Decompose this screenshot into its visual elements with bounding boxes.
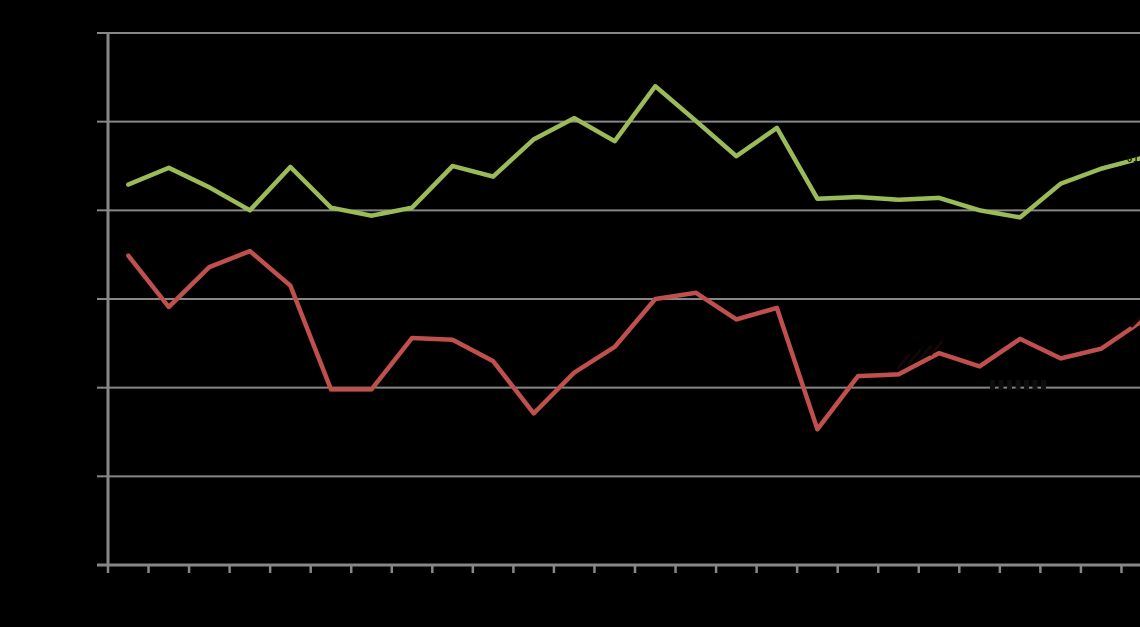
illegible-label-fragment-gridline <box>1015 380 1021 390</box>
series_green-line <box>126 83 1140 220</box>
y-gridlines <box>108 32 1140 478</box>
illegible-label-fragment-red-tip <box>1130 315 1140 328</box>
green-line-end-label: 015 <box>1127 154 1140 165</box>
illegible-label-fragment-gridline <box>998 380 1004 390</box>
x-axis-ticks <box>106 565 1123 573</box>
chart-canvas: 015 <box>40 16 1140 627</box>
illegible-label-fragment-gridline <box>1024 380 1029 390</box>
illegible-label-fragment-red-line <box>907 349 922 365</box>
illegible-label-fragment-red-line <box>918 344 933 361</box>
illegible-label-fragment-gridline <box>1041 380 1046 390</box>
illegible-label-fragment-gridline <box>1007 380 1012 390</box>
annotations: 015 <box>896 154 1140 390</box>
chart-background <box>40 16 1140 627</box>
chart-figure: 015 <box>40 16 1140 627</box>
series_red-line <box>126 248 1140 432</box>
illegible-label-fragment-gridline <box>1032 380 1038 390</box>
illegible-label-fragment-gridline <box>990 380 995 390</box>
illegible-label-fragment-red-line <box>896 353 911 370</box>
illegible-label-fragment-red-line <box>929 340 944 356</box>
